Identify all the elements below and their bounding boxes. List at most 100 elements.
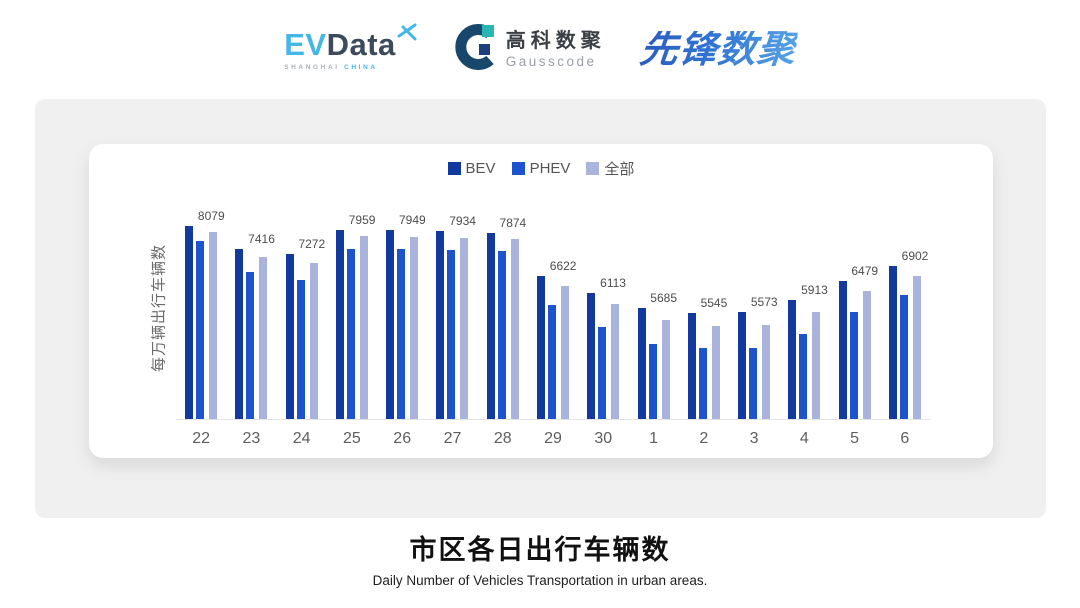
bar-group-3: 5573 [729,184,779,419]
bar-全部-6 [912,276,921,419]
x-tick-label-30: 30 [594,430,613,447]
bar-group-4: 5913 [779,184,829,419]
bar-bev-22 [185,226,194,419]
bar-phev-29 [547,305,556,419]
bar-全部-5 [862,291,871,419]
header: EV Data SHANGHAI CHINA 高科数聚 Gaussc [0,0,1080,99]
chart-card: BEV PHEV 全部 每万辆出行车辆数 8079 7416 7272 7959 7949 7… [89,144,993,458]
bar-bev-5 [838,281,847,419]
bar-value-label: 5573 [750,295,778,309]
x-tick-label-3: 3 [749,430,759,447]
x-tick-label-25: 25 [343,430,361,447]
bar-phev-25 [346,249,355,419]
bar-value-label: 7874 [499,216,527,230]
bar-全部-28 [510,239,519,419]
bar-group-27: 7934 [427,184,477,419]
bar-value-label: 6479 [851,264,879,278]
x-axis: 22 23 24 25 26 27 28 29 30 1 2 3 4 5 6 [176,430,930,448]
bar-bev-29 [536,276,545,419]
bar-value-label: 7934 [449,214,476,228]
bar-bev-3 [738,312,747,419]
bar-group-6: 6902 [880,184,930,419]
bar-phev-1 [648,344,657,419]
evdata-china-text: CHINA [344,63,378,71]
legend-item-bev[interactable]: BEV [447,158,496,179]
footer: 市区各日出行车辆数 Daily Number of Vehicles Trans… [0,528,1080,588]
legend-item-phev[interactable]: PHEV [511,158,571,179]
bar-全部-24 [309,263,318,419]
legend-label: PHEV [529,160,571,177]
bar-phev-24 [296,280,305,419]
bar-phev-22 [196,241,205,419]
gausscode-g-icon [451,24,497,75]
bar-value-label: 7416 [248,232,275,246]
legend-swatch [586,162,600,175]
bar-value-label: 5913 [801,283,828,297]
bar-value-label: 6902 [901,249,929,263]
bar-bev-4 [788,300,797,419]
bar-phev-5 [849,312,858,419]
bar-全部-26 [410,237,419,419]
legend-item-全部[interactable]: 全部 [586,158,634,179]
legend-swatch [511,162,525,175]
bar-phev-3 [749,348,758,419]
x-tick-label-6: 6 [900,430,910,447]
bar-group-28: 7874 [478,184,528,419]
x-tick-label-24: 24 [292,430,311,447]
gausscode-cn-text: 高科数聚 [505,29,606,52]
bar-bev-6 [888,266,897,419]
x-tick-label-2: 2 [699,430,709,447]
bar-value-label: 6622 [549,259,577,273]
bar-value-label: 6113 [600,276,626,290]
legend-label: BEV [465,160,496,177]
xianfeng-shuju-logo: 先锋数聚 [637,28,798,71]
bar-value-label: 7949 [398,213,426,227]
bar-group-23: 7416 [226,184,276,419]
bar-bev-2 [687,313,696,419]
bar-phev-30 [598,327,607,419]
evdata-wordmark: EV Data [284,23,417,60]
bar-group-26: 7949 [377,184,427,419]
bar-bev-24 [285,254,294,419]
bar-phev-26 [397,249,406,419]
bar-bev-28 [486,233,495,419]
bar-phev-2 [698,348,707,419]
bar-value-label: 7272 [298,237,326,251]
bar-bev-23 [235,249,244,419]
legend-swatch [447,162,461,175]
bar-group-2: 5545 [679,184,729,419]
x-tick-label-5: 5 [850,430,860,447]
bar-bev-30 [587,293,596,419]
bar-bev-1 [637,308,646,419]
bar-group-5: 6479 [829,184,879,419]
chart-panel: BEV PHEV 全部 每万辆出行车辆数 8079 7416 7272 7959 7949 7… [35,99,1046,518]
gausscode-logo: 高科数聚 Gausscode [451,24,606,75]
bar-全部-30 [611,304,620,419]
x-tick-label-23: 23 [242,430,261,447]
x-tick-label-22: 22 [192,430,211,447]
bar-value-label: 5685 [650,291,678,305]
bar-全部-3 [762,325,771,419]
bar-phev-23 [246,272,255,419]
bar-phev-27 [447,250,456,419]
bar-group-1: 5685 [628,184,678,419]
bar-全部-29 [560,286,569,419]
bar-bev-25 [335,230,344,419]
evdata-logo: EV Data SHANGHAI CHINA [284,23,417,71]
chart-subtitle: Daily Number of Vehicles Transportation … [372,573,708,588]
bar-value-label: 7959 [348,213,376,227]
x-tick-label-29: 29 [544,430,562,447]
bar-全部-25 [359,236,368,419]
evdata-shanghai-text: SHANGHAI [284,63,340,71]
bar-phev-6 [899,295,908,419]
bar-group-29: 6622 [528,184,578,419]
bar-value-label: 8079 [197,209,225,223]
plot-wrap: 8079 7416 7272 7959 7949 7934 7874 6622 6113 5685… [176,184,930,448]
chart-legend: BEV PHEV 全部 [89,158,993,179]
bar-value-label: 5545 [700,296,728,310]
xianfeng-shuju-text: 先锋数聚 [637,28,798,71]
y-axis-label: 每万辆出行车辆数 [150,243,168,373]
bar-group-22: 8079 [176,184,226,419]
bar-全部-4 [812,312,821,419]
evdata-subtext: SHANGHAI CHINA [284,64,377,71]
